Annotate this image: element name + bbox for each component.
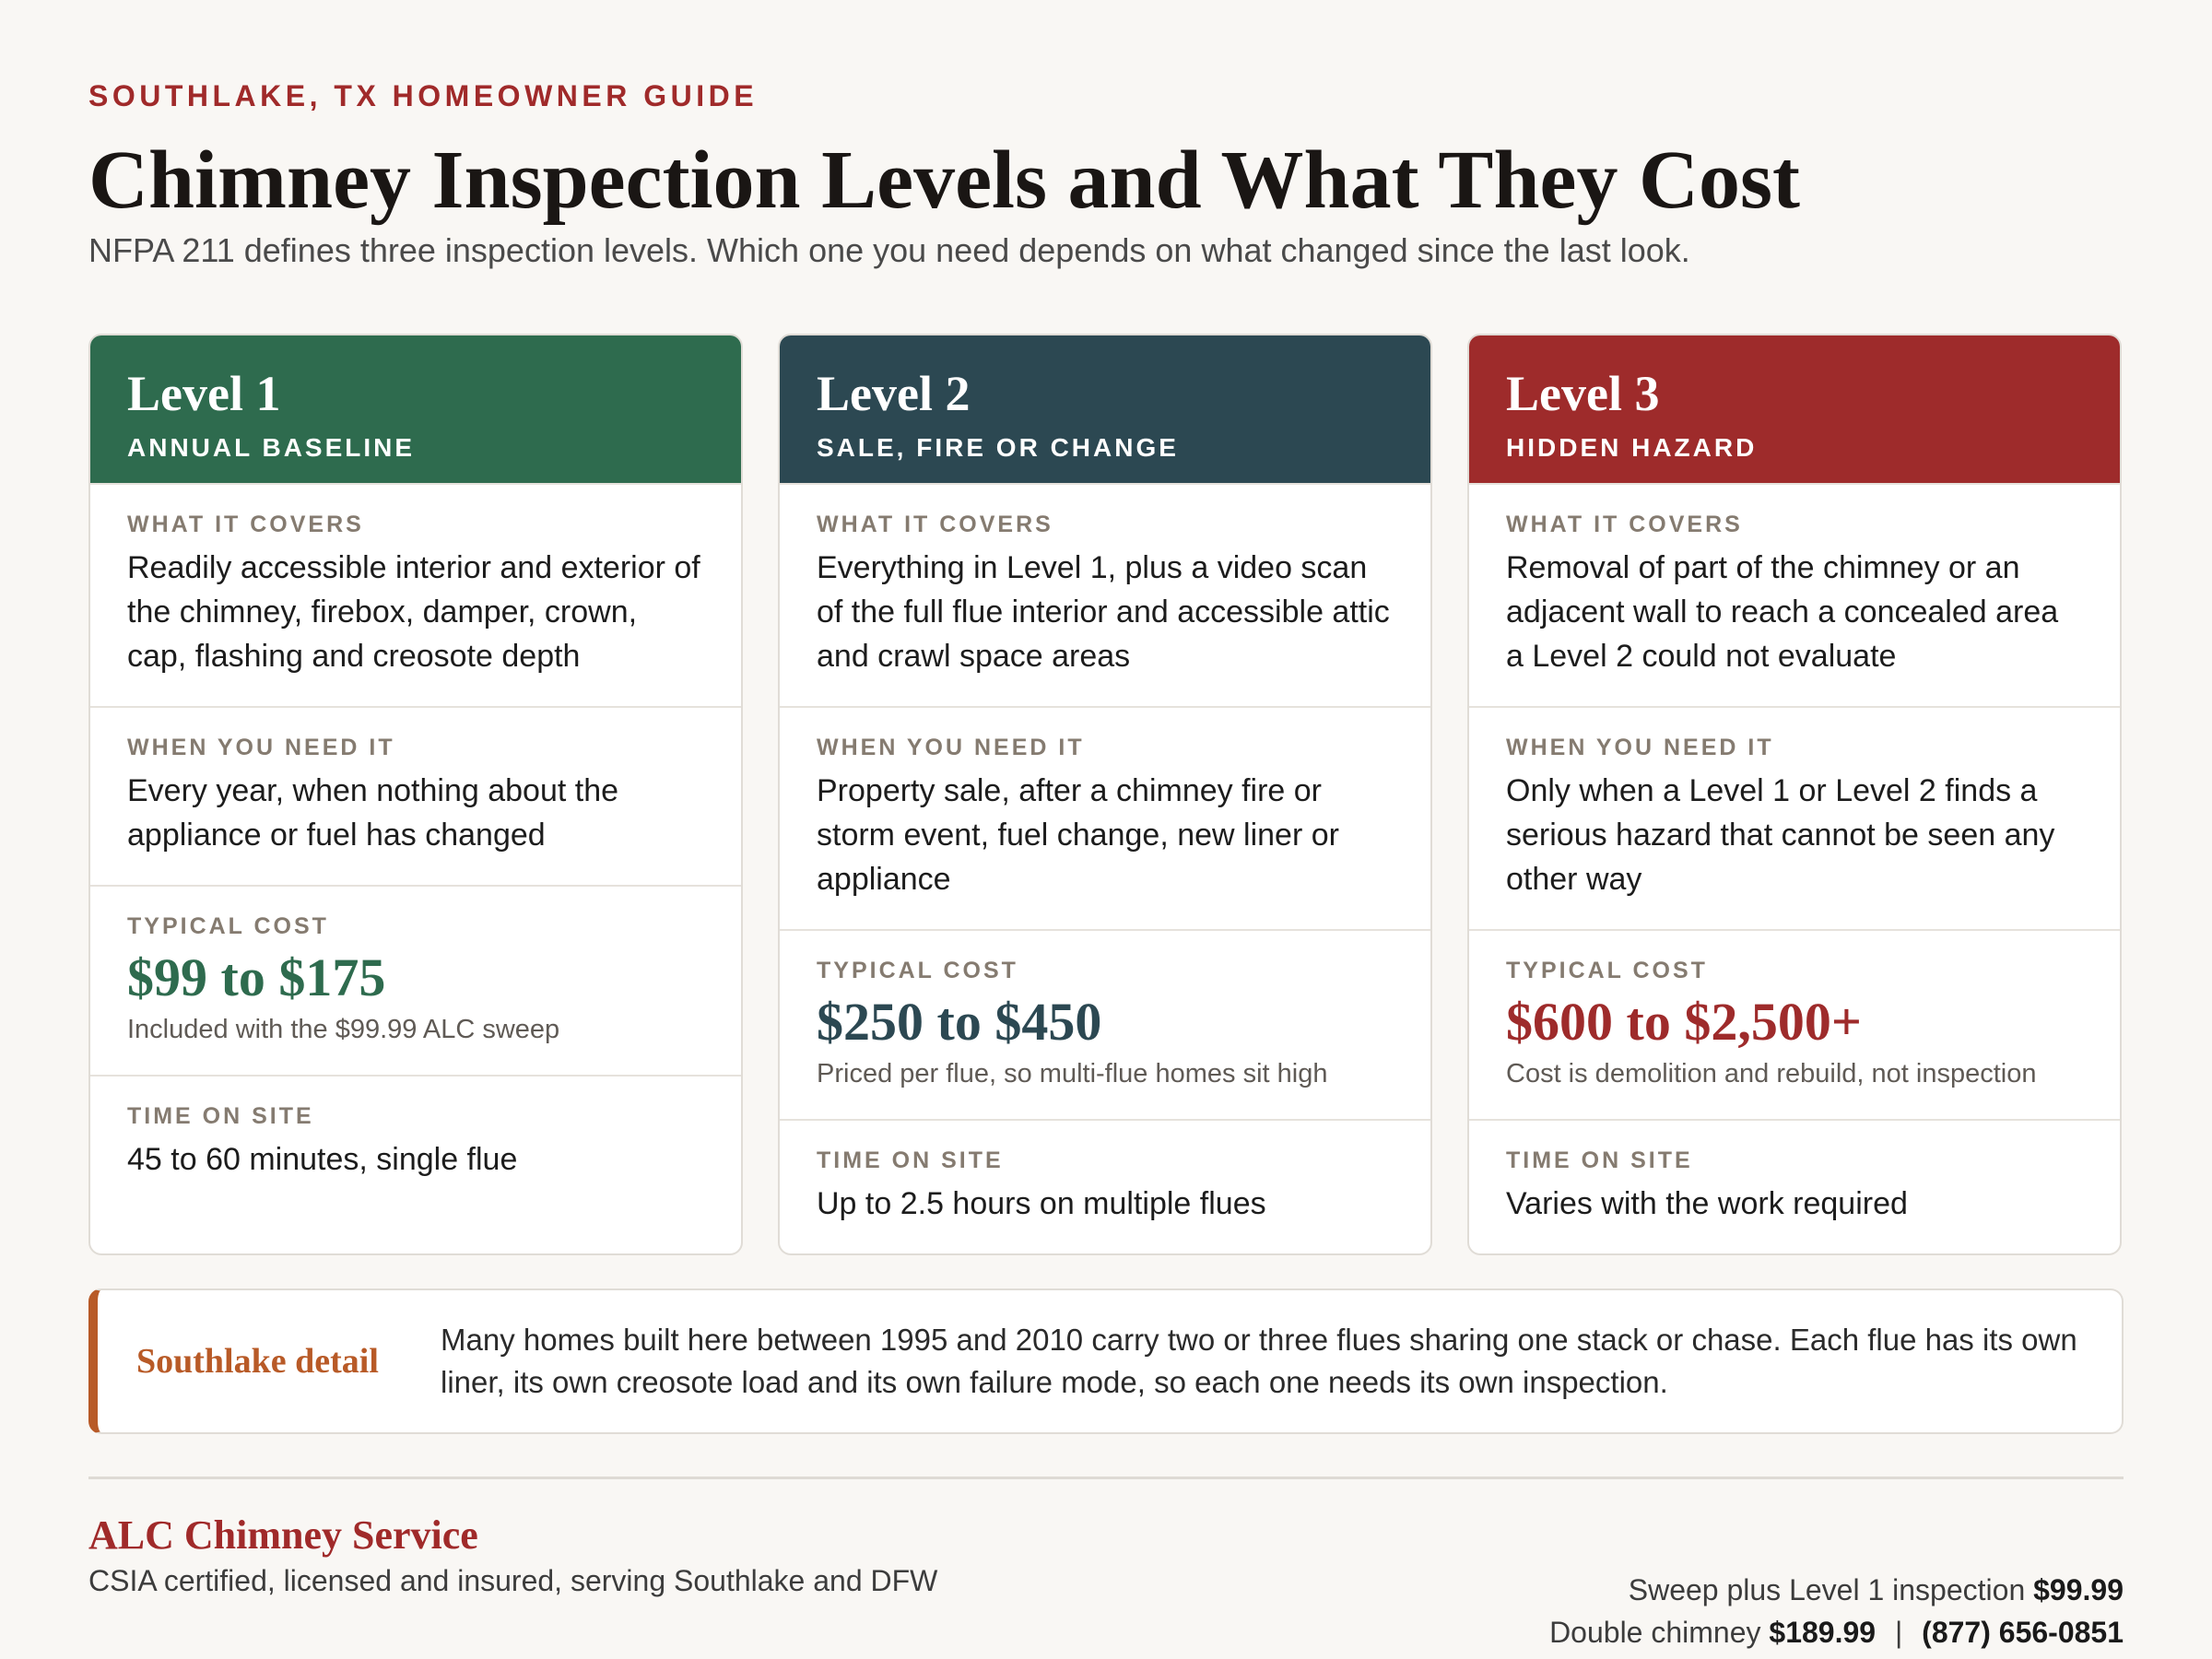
- level-card-2: Level 2 SALE, FIRE OR CHANGE WHAT IT COV…: [778, 334, 1432, 1255]
- pricing-label: Sweep plus Level 1 inspection: [1628, 1573, 2034, 1606]
- section-label: TYPICAL COST: [817, 958, 1018, 983]
- level-card-1: Level 1 ANNUAL BASELINE WHAT IT COVERS R…: [88, 334, 743, 1255]
- level-card-header: Level 2 SALE, FIRE OR CHANGE: [780, 335, 1430, 483]
- section-label: WHEN YOU NEED IT: [817, 735, 1085, 760]
- section-label: TIME ON SITE: [127, 1103, 314, 1129]
- cost-note: Priced per flue, so multi-flue homes sit…: [817, 1059, 1328, 1088]
- cost-value: $600 to $2,500+: [1506, 992, 1862, 1052]
- when-section: WHEN YOU NEED IT Every year, when nothin…: [90, 706, 741, 885]
- level-card-3: Level 3 HIDDEN HAZARD WHAT IT COVERS Rem…: [1467, 334, 2122, 1255]
- section-label: TYPICAL COST: [127, 913, 329, 939]
- level-tag: SALE, FIRE OR CHANGE: [817, 433, 1179, 462]
- section-label: WHEN YOU NEED IT: [1506, 735, 1774, 760]
- southlake-detail-callout: Southlake detail Many homes built here b…: [88, 1288, 2124, 1434]
- level-tag: HIDDEN HAZARD: [1506, 433, 1758, 462]
- section-label: WHEN YOU NEED IT: [127, 735, 395, 760]
- time-text: 45 to 60 minutes, single flue: [127, 1142, 518, 1177]
- page-title: Chimney Inspection Levels and What They …: [88, 135, 1800, 226]
- pricing-line-1: Sweep plus Level 1 inspection $99.99: [1549, 1569, 2124, 1611]
- cost-section: TYPICAL COST $250 to $450 Priced per flu…: [780, 929, 1430, 1119]
- pricing-line-2: Double chimney $189.99 | (877) 656-0851: [1549, 1611, 2124, 1653]
- footer-brand: ALC Chimney Service CSIA certified, lice…: [88, 1510, 937, 1600]
- footer-divider: [88, 1477, 2124, 1479]
- when-text: Property sale, after a chimney fire or s…: [817, 773, 1339, 897]
- time-text: Varies with the work required: [1506, 1186, 1908, 1221]
- section-label: TYPICAL COST: [1506, 958, 1708, 983]
- when-section: WHEN YOU NEED IT Only when a Level 1 or …: [1469, 706, 2120, 929]
- section-label: TIME ON SITE: [817, 1147, 1004, 1173]
- guide-page: SOUTHLAKE, TX HOMEOWNER GUIDE Chimney In…: [88, 76, 2124, 1649]
- level-title: Level 2: [817, 366, 971, 421]
- pricing-label: Double chimney: [1549, 1616, 1770, 1649]
- covers-section: WHAT IT COVERS Everything in Level 1, pl…: [780, 483, 1430, 706]
- cost-section: TYPICAL COST $600 to $2,500+ Cost is dem…: [1469, 929, 2120, 1119]
- separator: |: [1894, 1616, 1903, 1649]
- when-section: WHEN YOU NEED IT Property sale, after a …: [780, 706, 1430, 929]
- time-section: TIME ON SITE Varies with the work requir…: [1469, 1119, 2120, 1253]
- cost-section: TYPICAL COST $99 to $175 Included with t…: [90, 885, 741, 1075]
- cost-value: $250 to $450: [817, 992, 1102, 1052]
- time-section: TIME ON SITE 45 to 60 minutes, single fl…: [90, 1075, 741, 1209]
- section-label: WHAT IT COVERS: [817, 512, 1053, 537]
- covers-text: Removal of part of the chimney or an adj…: [1506, 550, 2059, 674]
- level-cards: Level 1 ANNUAL BASELINE WHAT IT COVERS R…: [88, 334, 2124, 1255]
- level-card-header: Level 3 HIDDEN HAZARD: [1469, 335, 2120, 483]
- section-label: TIME ON SITE: [1506, 1147, 1693, 1173]
- section-label: WHAT IT COVERS: [1506, 512, 1743, 537]
- detail-text: Many homes built here between 1995 and 2…: [441, 1323, 2077, 1399]
- footer-pricing: Sweep plus Level 1 inspection $99.99 Dou…: [1549, 1569, 2124, 1653]
- covers-text: Readily accessible interior and exterior…: [127, 550, 700, 674]
- phone-number[interactable]: (877) 656-0851: [1922, 1616, 2124, 1649]
- level-title: Level 3: [1506, 366, 1660, 421]
- cost-note: Included with the $99.99 ALC sweep: [127, 1015, 560, 1044]
- level-tag: ANNUAL BASELINE: [127, 433, 416, 462]
- covers-section: WHAT IT COVERS Removal of part of the ch…: [1469, 483, 2120, 706]
- brand-name: ALC Chimney Service: [88, 1512, 478, 1558]
- cost-note: Cost is demolition and rebuild, not insp…: [1506, 1059, 2037, 1088]
- time-text: Up to 2.5 hours on multiple flues: [817, 1186, 1266, 1221]
- level-title: Level 1: [127, 366, 281, 421]
- section-label: WHAT IT COVERS: [127, 512, 364, 537]
- eyebrow: SOUTHLAKE, TX HOMEOWNER GUIDE: [88, 79, 759, 112]
- covers-text: Everything in Level 1, plus a video scan…: [817, 550, 1390, 674]
- page-subtitle: NFPA 211 defines three inspection levels…: [88, 231, 1690, 269]
- level-card-header: Level 1 ANNUAL BASELINE: [90, 335, 741, 483]
- pricing-value: $99.99: [2033, 1573, 2124, 1606]
- brand-tagline: CSIA certified, licensed and insured, se…: [88, 1564, 938, 1597]
- time-section: TIME ON SITE Up to 2.5 hours on multiple…: [780, 1119, 1430, 1253]
- pricing-value: $189.99: [1769, 1616, 1877, 1649]
- cost-value: $99 to $175: [127, 947, 386, 1007]
- covers-section: WHAT IT COVERS Readily accessible interi…: [90, 483, 741, 706]
- when-text: Only when a Level 1 or Level 2 finds a s…: [1506, 773, 2055, 897]
- when-text: Every year, when nothing about the appli…: [127, 773, 619, 853]
- detail-label: Southlake detail: [136, 1342, 379, 1381]
